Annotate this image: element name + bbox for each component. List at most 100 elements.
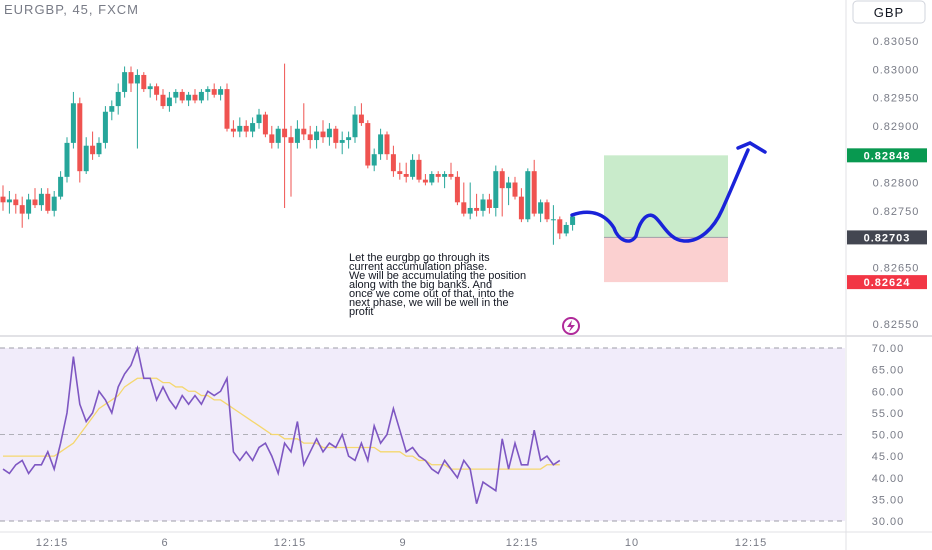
stop-zone[interactable] (604, 237, 728, 283)
candle (26, 193, 32, 220)
candle (122, 66, 128, 98)
candle (493, 165, 499, 217)
rsi-tick-label: 35.00 (872, 494, 905, 506)
candle (358, 103, 364, 126)
candle (333, 125, 339, 149)
candle-body (518, 196, 524, 220)
annotation-note[interactable]: Let the eurgbp go through its current ac… (349, 252, 526, 318)
time-tick-label: 10 (625, 537, 639, 549)
candle (397, 162, 403, 180)
candle (480, 193, 486, 217)
price-tick-label: 0.83000 (873, 64, 920, 76)
candle-body (563, 224, 569, 234)
candle-body (282, 128, 288, 138)
candle (45, 188, 51, 214)
candle-body (550, 219, 556, 221)
current-tag-bg (847, 230, 927, 245)
candle-body (320, 131, 326, 138)
candle (403, 162, 409, 183)
candle (506, 176, 512, 206)
candle-body (397, 171, 403, 175)
candle (390, 145, 396, 177)
candle (467, 182, 473, 220)
logo-bolt (567, 320, 575, 332)
price-tick-label: 0.82800 (873, 178, 920, 190)
candle-body (403, 174, 409, 177)
price-tick-label: 0.82650 (873, 262, 920, 274)
time-axis[interactable]: 12:15 6 12:15 9 12:15 10 12:15 (36, 537, 768, 549)
candle-body (512, 182, 518, 197)
candle (58, 171, 64, 200)
candle (538, 199, 544, 223)
candle (384, 131, 390, 160)
candle-body (256, 114, 262, 124)
candle-body (480, 199, 486, 211)
candle-body (64, 142, 70, 177)
candle (275, 125, 281, 149)
candle-body (358, 114, 364, 124)
candle-body (243, 125, 249, 132)
projection-drawing[interactable] (570, 148, 750, 243)
current-tag-text: 0.82703 (864, 232, 911, 244)
candle-body (301, 128, 307, 135)
candle (326, 123, 332, 146)
price-axis[interactable]: 0.83050 0.83000 0.82950 0.82900 0.82800 0.827… (873, 36, 920, 331)
candle-body (0, 196, 6, 203)
price-tick-label: 0.83050 (873, 36, 920, 48)
candle (474, 193, 480, 217)
candle (448, 162, 454, 180)
candle (307, 125, 313, 149)
candle-body (557, 219, 563, 234)
candle-body (429, 174, 435, 183)
candle-body (109, 106, 115, 112)
candle-body (538, 202, 544, 214)
stop-tag-text: 0.82624 (864, 277, 911, 289)
candle-body (314, 131, 320, 141)
candle-body (390, 154, 396, 172)
candle-body (38, 193, 44, 206)
candle (96, 137, 102, 158)
time-tick-label: 6 (161, 537, 168, 549)
candle (237, 117, 243, 138)
currency-button-frame[interactable] (852, 0, 926, 24)
candle (134, 69, 140, 149)
target-zone[interactable] (604, 155, 728, 238)
candle (346, 131, 352, 149)
candle-body (467, 207, 473, 214)
candle (442, 171, 448, 189)
currency-button-label[interactable]: GBP (874, 5, 904, 20)
candle-body (218, 89, 224, 95)
symbol-title: EURGBP, 45, FXCM (4, 2, 139, 17)
candle (173, 89, 179, 104)
candle (128, 66, 134, 92)
candle-body (339, 140, 345, 143)
candle-body (230, 128, 236, 132)
rsi-tick-label: 40.00 (872, 473, 905, 485)
candle-body (83, 145, 89, 172)
rsi-axis[interactable]: 70.00 65.00 60.00 55.00 50.00 45.00 40.00 35.00… (872, 343, 905, 528)
candle (243, 120, 249, 138)
lightning-bolt-icon[interactable] (562, 317, 580, 335)
price-tick-label: 0.82950 (873, 93, 920, 105)
candle (6, 190, 12, 214)
currency-button[interactable]: GBP (852, 0, 926, 24)
rsi-line (2, 345, 561, 504)
candle-body (102, 111, 108, 143)
candle-body (269, 134, 275, 143)
candle-body (211, 89, 217, 95)
candle (154, 83, 160, 101)
candle-body (410, 159, 416, 177)
candle (378, 128, 384, 160)
candle (102, 106, 108, 149)
candle (531, 159, 537, 217)
projection-arrowhead[interactable] (736, 141, 767, 154)
candle-body (352, 114, 358, 138)
annotation-line: We will be accumulating the position (349, 270, 526, 282)
candle (198, 89, 204, 104)
candle (256, 108, 262, 129)
candle (269, 125, 275, 149)
candle-body (346, 137, 352, 141)
candle-body (160, 94, 166, 107)
candle (38, 188, 44, 211)
